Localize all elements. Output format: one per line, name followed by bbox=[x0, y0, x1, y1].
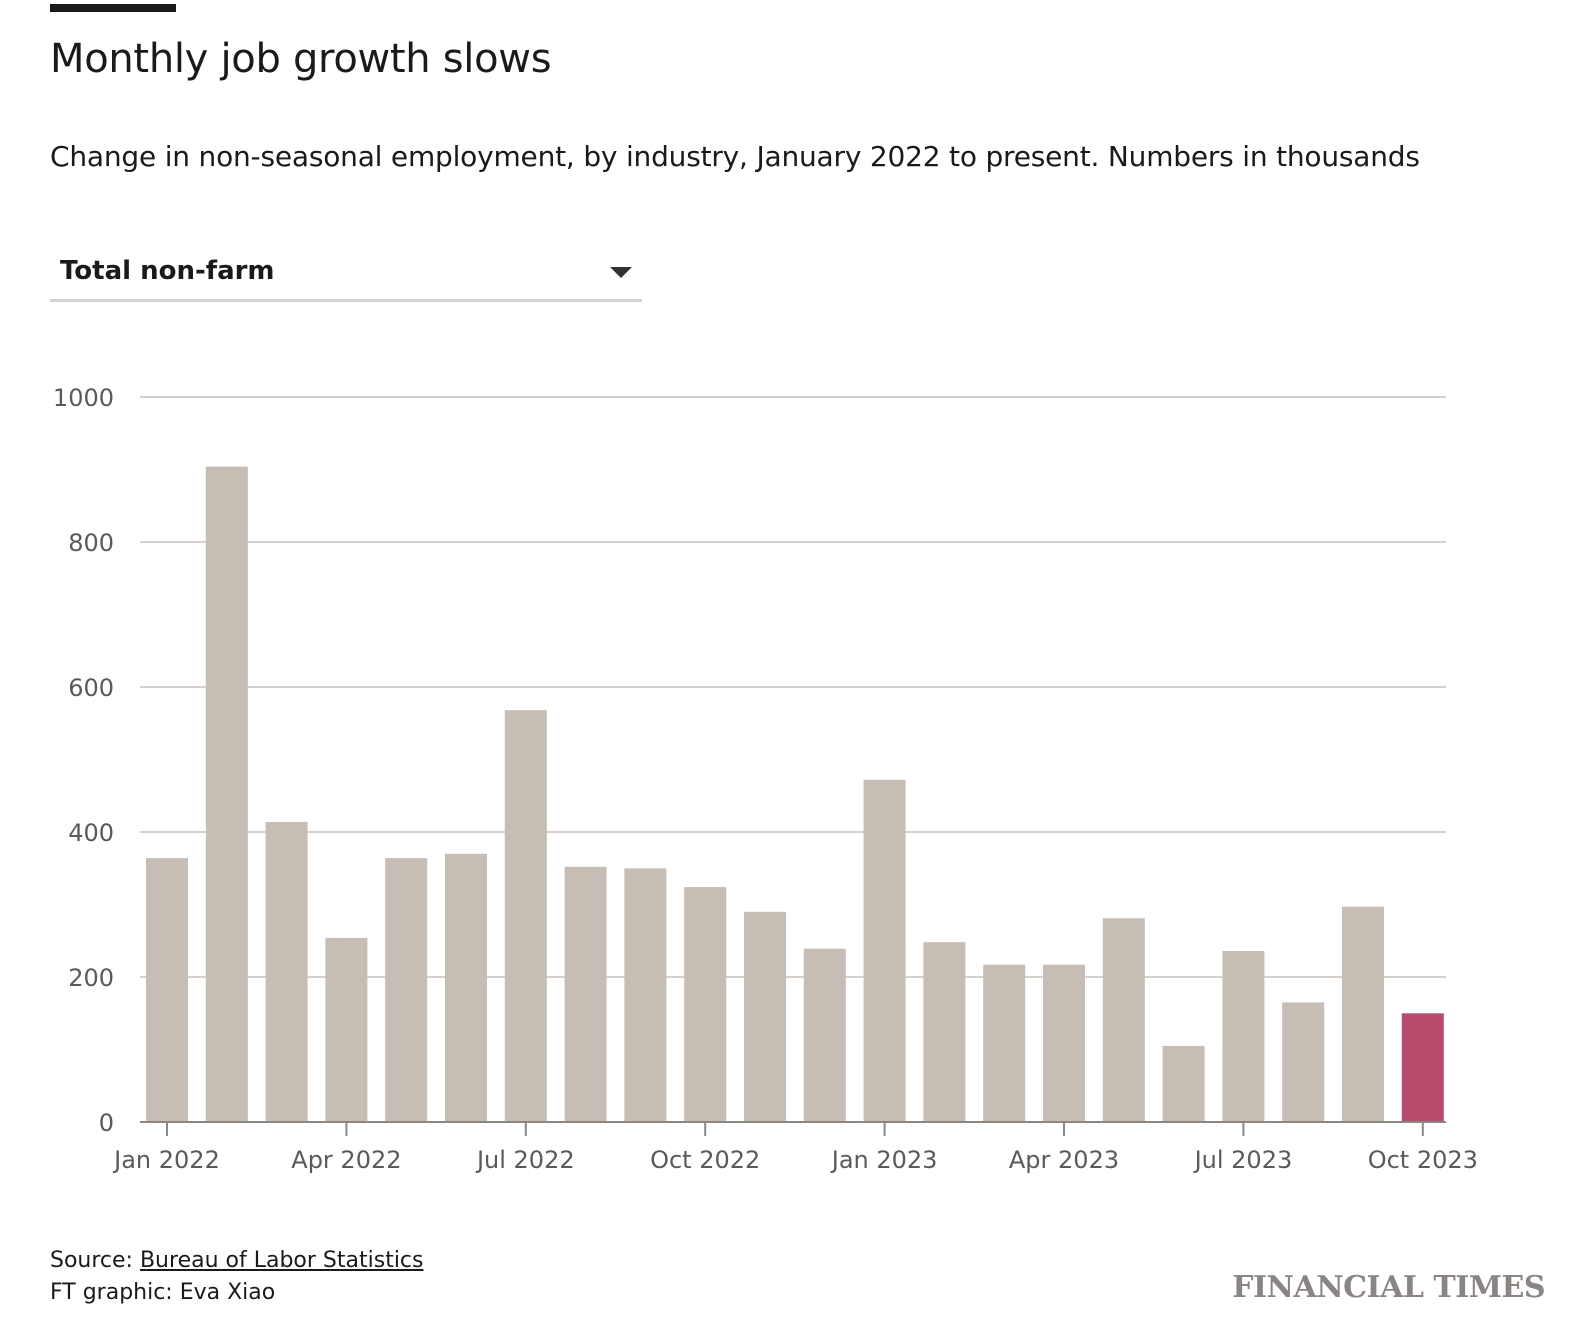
industry-select[interactable]: Total non-farm bbox=[50, 250, 642, 302]
bar bbox=[564, 866, 607, 1122]
caret-down-icon bbox=[610, 267, 632, 278]
bar bbox=[445, 853, 487, 1123]
bar bbox=[624, 868, 667, 1123]
bar bbox=[504, 710, 547, 1122]
chart-title: Monthly job growth slows bbox=[50, 36, 552, 82]
bar bbox=[744, 911, 786, 1123]
graphic-credit: FT graphic: Eva Xiao bbox=[50, 1280, 276, 1305]
y-tick-label: 0 bbox=[99, 1109, 114, 1137]
x-tick-label: Oct 2022 bbox=[650, 1146, 760, 1174]
x-tick-label: Oct 2023 bbox=[1368, 1146, 1478, 1174]
source-line: Source: Bureau of Labor Statistics bbox=[50, 1248, 424, 1273]
bar bbox=[325, 937, 368, 1122]
x-tick-label: Jan 2023 bbox=[830, 1146, 938, 1174]
bar bbox=[385, 858, 428, 1122]
bar bbox=[1162, 1045, 1205, 1122]
bar bbox=[146, 858, 188, 1122]
financial-times-logo: FINANCIAL TIMES bbox=[1232, 1270, 1545, 1305]
industry-select-value: Total non-farm bbox=[60, 256, 275, 286]
y-tick-label: 400 bbox=[68, 819, 114, 847]
bar bbox=[1043, 964, 1085, 1122]
x-tick-label: Apr 2022 bbox=[291, 1146, 401, 1174]
y-tick-label: 800 bbox=[68, 529, 114, 557]
x-tick-label: Jul 2023 bbox=[1193, 1146, 1293, 1174]
bar bbox=[205, 466, 248, 1123]
bar bbox=[863, 779, 906, 1122]
bar bbox=[1222, 950, 1265, 1122]
bar bbox=[1282, 1002, 1325, 1122]
y-tick-label: 200 bbox=[68, 964, 114, 992]
chart-subtitle: Change in non-seasonal employment, by in… bbox=[50, 140, 1420, 173]
source-link[interactable]: Bureau of Labor Statistics bbox=[139, 1248, 424, 1273]
bar bbox=[803, 948, 846, 1122]
bar bbox=[265, 821, 308, 1122]
y-tick-label: 600 bbox=[68, 674, 114, 702]
x-tick-label: Jan 2022 bbox=[112, 1146, 220, 1174]
bar bbox=[1342, 906, 1384, 1122]
bar bbox=[1401, 1013, 1444, 1123]
bar bbox=[1102, 918, 1145, 1122]
bar bbox=[684, 887, 727, 1122]
bar bbox=[923, 942, 966, 1122]
source-prefix: Source: bbox=[50, 1248, 140, 1273]
y-tick-label: 1000 bbox=[53, 384, 114, 412]
top-rule bbox=[50, 4, 176, 12]
bar bbox=[983, 964, 1026, 1122]
bar-chart: 0 200 400 600 800 1000 Jan 2022 Apr 2022 Jul 202… bbox=[53, 384, 1478, 1174]
x-tick-label: Jul 2022 bbox=[475, 1146, 575, 1174]
x-tick-label: Apr 2023 bbox=[1009, 1146, 1119, 1174]
